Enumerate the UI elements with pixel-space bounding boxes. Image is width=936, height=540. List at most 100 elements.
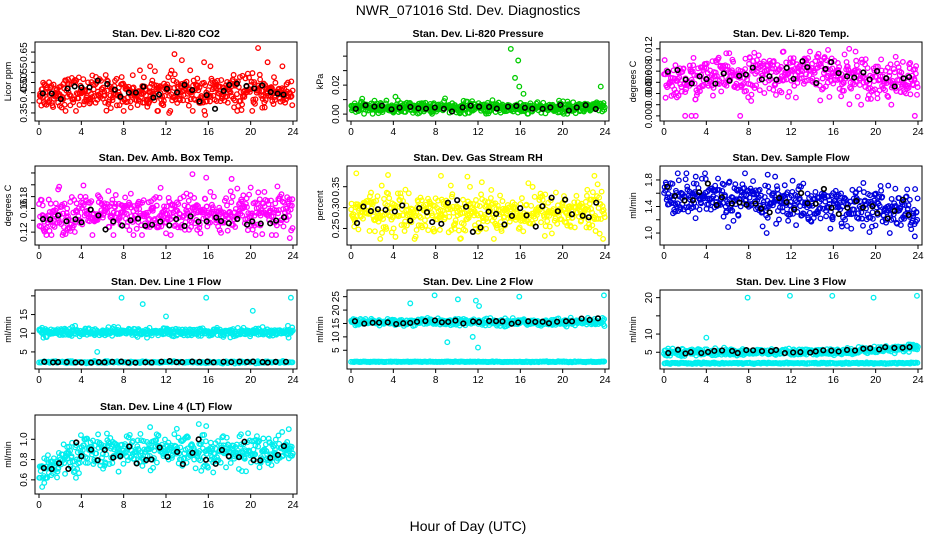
data-point	[747, 54, 753, 61]
data-point	[552, 189, 559, 196]
x-tick-label: 24	[599, 375, 611, 386]
reference-point	[674, 66, 681, 74]
data-point	[101, 92, 108, 99]
panel-4: Stan. Dev. Amb. Box Temp.degrees C0 4 8 12 1…	[3, 152, 299, 262]
data-point	[366, 228, 373, 234]
y-tick-label: 1.0	[644, 226, 655, 240]
data-point	[770, 86, 777, 93]
data-point	[698, 175, 705, 182]
data-point	[764, 214, 771, 221]
data-point	[781, 182, 788, 189]
data-point	[778, 89, 785, 96]
reference-point	[891, 83, 898, 90]
panel-title: Stan. Dev. Gas Stream RH	[413, 152, 542, 164]
reference-point	[501, 221, 508, 228]
data-point	[710, 92, 716, 99]
reference-point	[773, 76, 780, 83]
y-tick-label: 0.12	[19, 222, 30, 242]
outlier-point	[852, 48, 859, 55]
data-point	[133, 225, 140, 232]
panel-title: Stan. Dev. Li-820 Temp.	[733, 28, 849, 40]
y-tick-label: 5	[644, 349, 655, 355]
outlier-point	[171, 51, 178, 58]
data-point	[50, 104, 57, 111]
data-point	[174, 224, 181, 231]
reference-point	[213, 214, 220, 221]
data-point	[601, 106, 608, 113]
reference-point	[196, 98, 203, 105]
reference-point	[391, 208, 398, 215]
y-axis-label: degrees C	[3, 184, 13, 226]
data-point	[38, 197, 45, 203]
data-point	[713, 59, 720, 66]
reference-point	[664, 183, 671, 190]
data-point	[871, 197, 878, 204]
y-tick-label: 15	[19, 309, 30, 321]
data-point	[826, 93, 833, 100]
data-point	[157, 184, 164, 191]
outlier-point	[454, 296, 461, 303]
x-tick-label: 8	[121, 251, 127, 262]
data-point	[778, 63, 785, 70]
x-tick-label: 8	[121, 127, 127, 138]
reference-point	[187, 213, 194, 220]
data-point	[761, 194, 768, 200]
data-point	[390, 225, 397, 232]
data-point	[73, 200, 80, 207]
reference-point	[835, 210, 842, 218]
reference-point	[573, 104, 580, 111]
reference-point	[548, 194, 555, 201]
y-tick-label: 0.004	[644, 81, 655, 106]
data-point	[80, 182, 87, 189]
data-point	[769, 65, 775, 72]
data-point	[844, 223, 850, 229]
reference-point	[87, 206, 94, 213]
data-point	[807, 48, 813, 55]
data-point	[742, 66, 749, 72]
reference-point	[181, 222, 188, 230]
x-tick-label: 24	[912, 251, 924, 262]
reference-point	[539, 105, 546, 112]
data-point	[368, 189, 374, 196]
data-point	[210, 193, 217, 200]
data-point	[55, 186, 62, 193]
data-point	[770, 58, 777, 65]
data-point	[529, 183, 536, 190]
data-point	[718, 88, 725, 95]
reference-point	[119, 222, 126, 229]
data-point	[61, 101, 68, 108]
data-point	[224, 99, 231, 106]
data-point	[381, 195, 387, 202]
data-point	[541, 232, 548, 239]
reference-point	[117, 93, 124, 100]
reference-point	[485, 103, 493, 110]
data-point	[213, 98, 220, 104]
data-point	[892, 53, 899, 60]
data-point	[601, 104, 608, 111]
reference-point	[485, 208, 492, 215]
reference-point	[749, 64, 756, 71]
data-point	[882, 87, 889, 94]
reference-point	[712, 80, 719, 87]
x-tick-label: 8	[433, 375, 439, 386]
reference-point	[140, 83, 147, 90]
reference-point	[791, 206, 798, 213]
reference-point	[189, 86, 196, 94]
data-point	[187, 192, 194, 199]
data-point	[109, 97, 116, 104]
data-point	[113, 102, 120, 109]
reference-point	[431, 104, 438, 111]
data-point	[817, 97, 824, 104]
reference-point	[407, 103, 414, 111]
reference-point	[233, 80, 241, 87]
reference-point	[513, 102, 520, 110]
y-axis-label: ml/min	[628, 192, 638, 219]
data-point	[853, 62, 860, 69]
reference-point	[752, 200, 759, 207]
y-axis-label: ml/min	[315, 316, 325, 343]
data-point	[842, 216, 848, 223]
data-point	[890, 66, 897, 72]
data-point	[116, 215, 123, 221]
data-point	[436, 226, 443, 233]
